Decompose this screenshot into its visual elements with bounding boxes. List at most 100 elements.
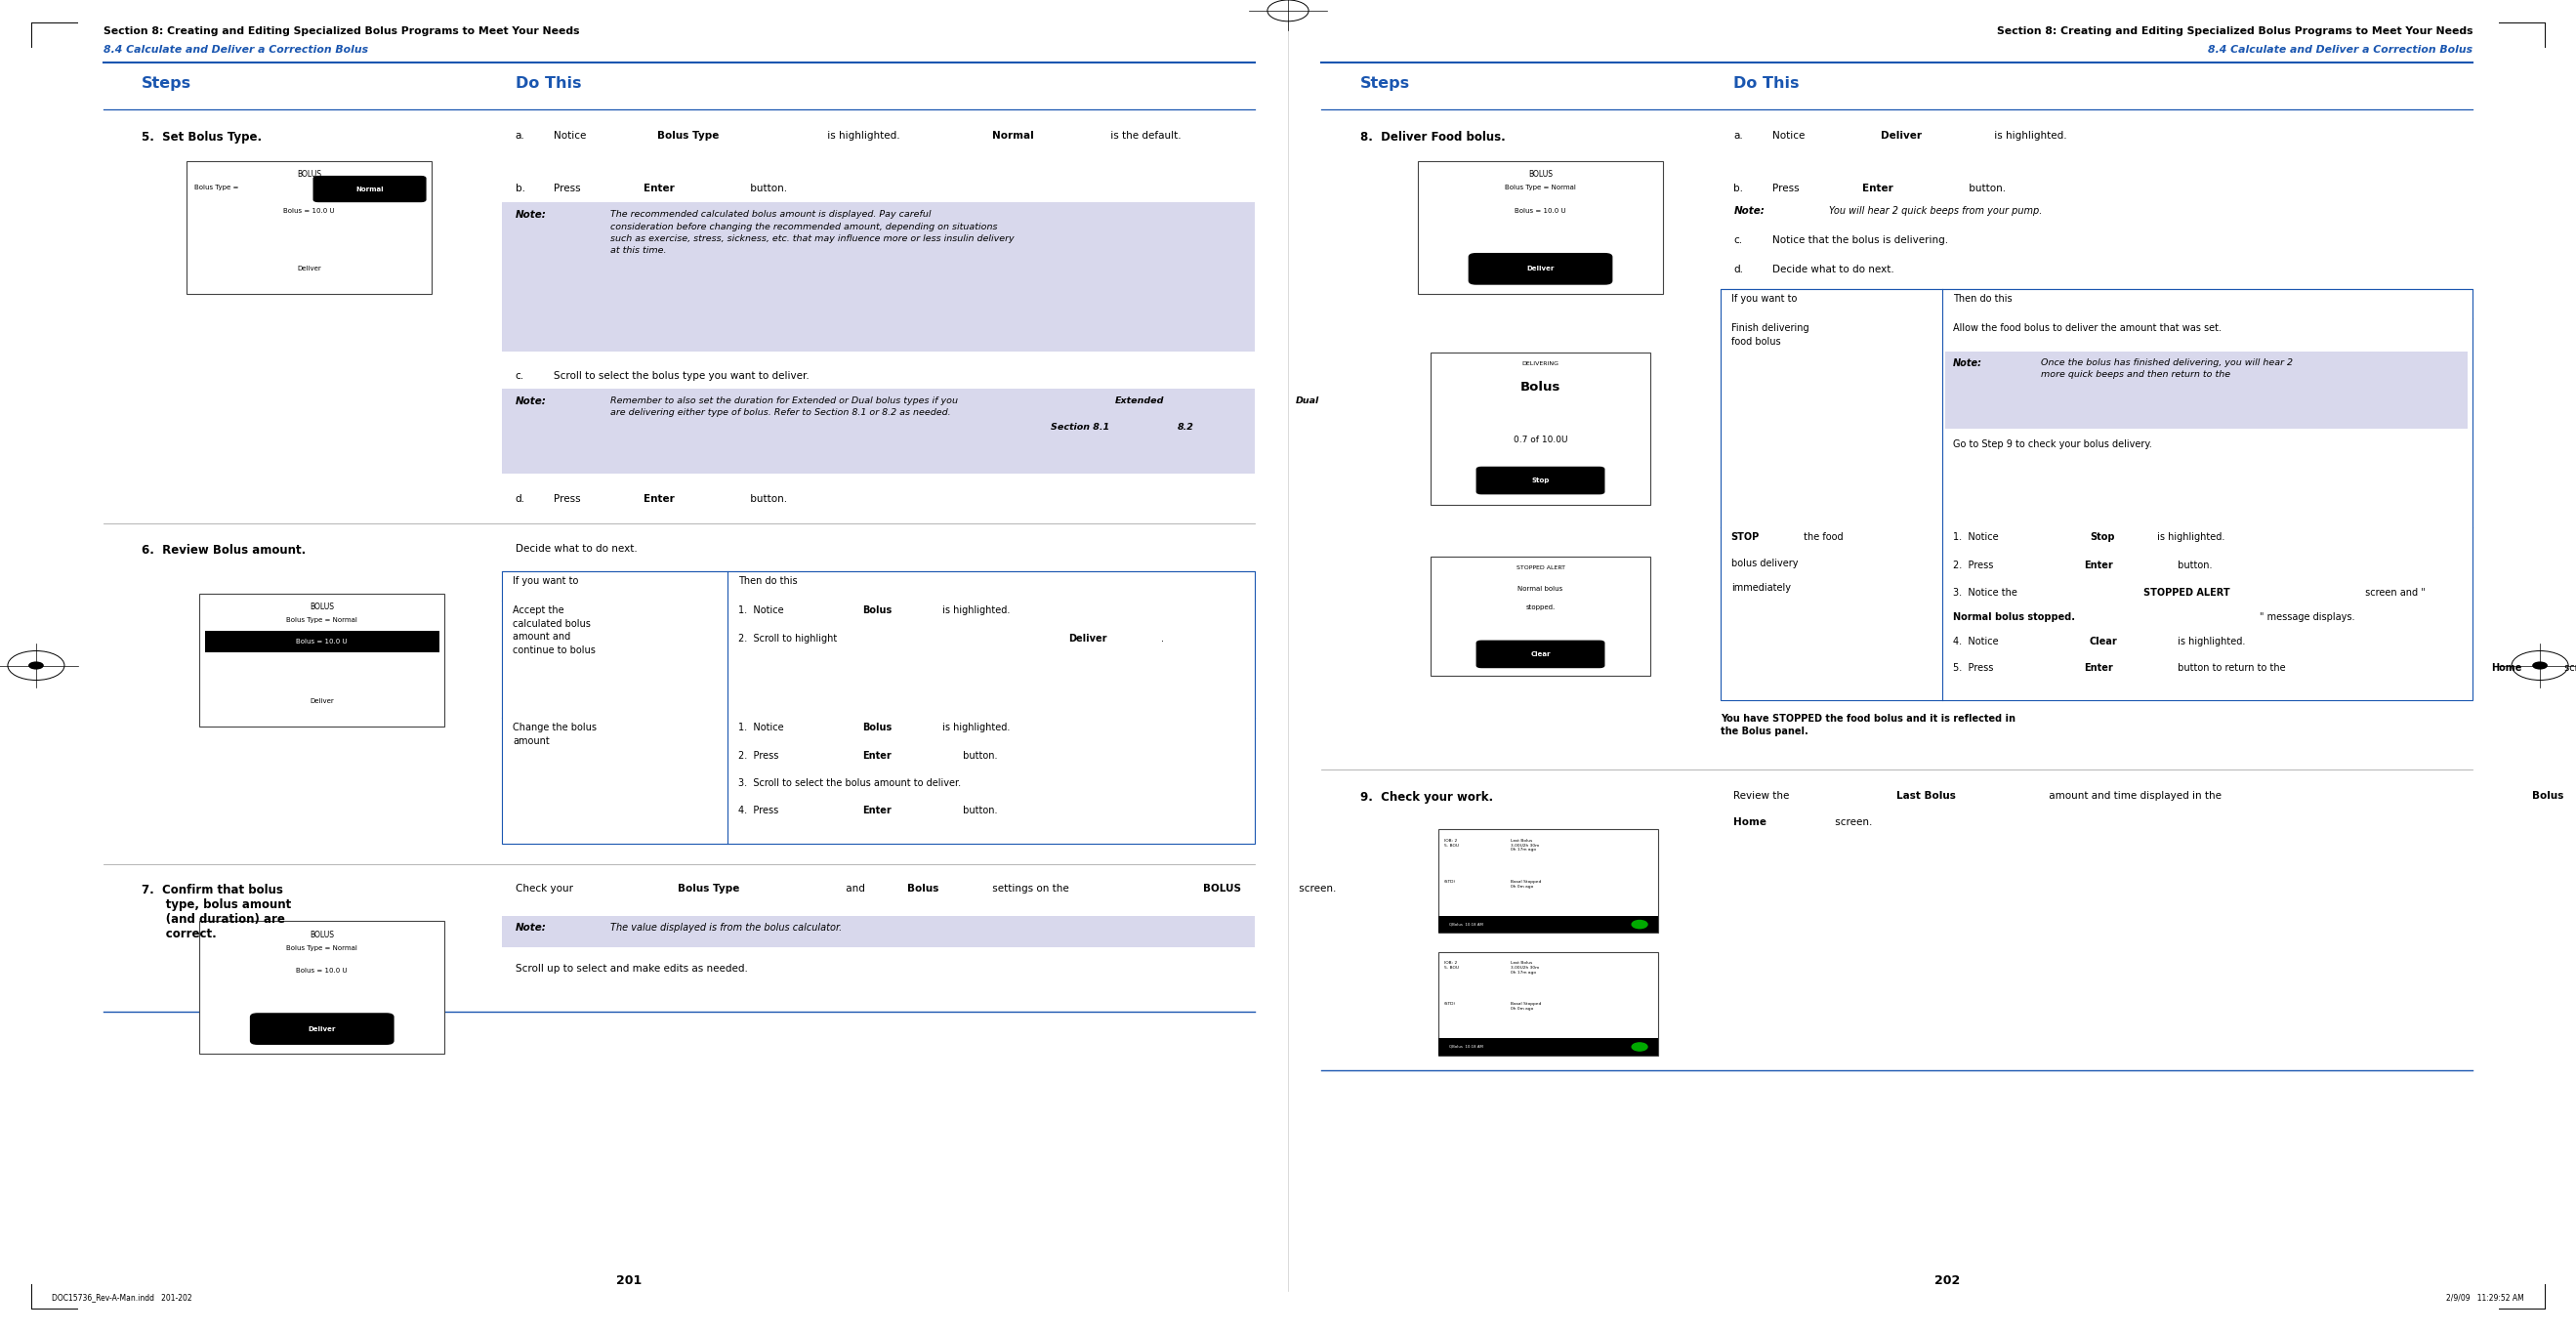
Text: Bolus = 10.0 U: Bolus = 10.0 U (283, 208, 335, 213)
Bar (1432, 556, 1649, 676)
Text: Bolus: Bolus (863, 723, 891, 732)
FancyBboxPatch shape (1468, 253, 1613, 285)
Text: Accept the
calculated bolus
amount and
continue to bolus: Accept the calculated bolus amount and c… (513, 606, 595, 655)
Text: Review the: Review the (1734, 791, 1793, 800)
Text: a.: a. (1734, 130, 1744, 140)
Text: c.: c. (515, 371, 523, 381)
Text: Bolus = 10.0 U: Bolus = 10.0 U (296, 639, 348, 644)
Text: Deliver: Deliver (309, 1026, 335, 1032)
Text: Normal: Normal (355, 186, 384, 192)
Text: 5.  Set Bolus Type.: 5. Set Bolus Type. (142, 130, 263, 144)
Text: 201: 201 (616, 1274, 641, 1287)
Text: 8.4 Calculate and Deliver a Correction Bolus: 8.4 Calculate and Deliver a Correction B… (103, 45, 368, 55)
Bar (502, 571, 1255, 844)
Text: Bolus: Bolus (907, 884, 938, 893)
Text: Section 8: Creating and Editing Specialized Bolus Programs to Meet Your Needs: Section 8: Creating and Editing Speciali… (1996, 27, 2473, 36)
Text: Scroll to select the bolus type you want to deliver.: Scroll to select the bolus type you want… (554, 371, 809, 381)
Text: Enter: Enter (2084, 663, 2112, 672)
Bar (1437, 829, 1659, 933)
Text: IOB: 2
5. BOU: IOB: 2 5. BOU (1443, 839, 1458, 848)
Text: Enter: Enter (644, 494, 675, 503)
Text: Enter: Enter (863, 751, 891, 760)
Text: amount and time displayed in the: amount and time displayed in the (2045, 791, 2223, 800)
Circle shape (2532, 662, 2548, 669)
Text: 3.  Notice the: 3. Notice the (1953, 588, 2020, 598)
Text: Steps: Steps (142, 76, 191, 91)
Circle shape (1633, 1044, 1649, 1051)
FancyBboxPatch shape (1476, 640, 1605, 668)
Bar (201, 921, 443, 1054)
Text: Enter: Enter (863, 805, 891, 815)
Text: Enter: Enter (1862, 184, 1893, 193)
Text: STOPPED ALERT: STOPPED ALERT (1517, 566, 1564, 571)
Circle shape (1633, 921, 1649, 929)
Text: STOP: STOP (1731, 532, 1759, 542)
Text: You will hear 2 quick beeps from your pump.: You will hear 2 quick beeps from your pu… (1829, 206, 2043, 216)
Text: button.: button. (1965, 184, 2007, 193)
Text: is highlighted.: is highlighted. (2174, 636, 2246, 646)
Text: c.: c. (1734, 236, 1741, 245)
Text: 6.  Review Bolus amount.: 6. Review Bolus amount. (142, 544, 307, 558)
Text: STOPPED ALERT: STOPPED ALERT (2143, 588, 2231, 598)
Text: 8.4 Calculate and Deliver a Correction Bolus: 8.4 Calculate and Deliver a Correction B… (2208, 45, 2473, 55)
Bar (1417, 161, 1664, 294)
Text: Extended: Extended (1115, 397, 1164, 406)
Text: Basal Stopped
0h 0m ago: Basal Stopped 0h 0m ago (1510, 1002, 1540, 1012)
Text: 2/9/09   11:29:52 AM: 2/9/09 11:29:52 AM (2447, 1294, 2524, 1302)
Text: (STD): (STD) (1443, 1002, 1455, 1006)
Text: is highlighted.: is highlighted. (2154, 532, 2226, 542)
Bar (1437, 952, 1659, 1055)
Text: immediately: immediately (1731, 583, 1790, 592)
Text: d.: d. (515, 494, 526, 503)
Text: Steps: Steps (1360, 76, 1409, 91)
Text: 1.  Notice: 1. Notice (739, 723, 786, 732)
Bar (502, 916, 1255, 948)
Text: Deliver: Deliver (1528, 266, 1553, 272)
Text: .: . (1162, 634, 1164, 643)
Text: Check your: Check your (515, 884, 577, 893)
FancyBboxPatch shape (250, 1013, 394, 1045)
Text: BOLUS: BOLUS (309, 603, 335, 612)
Text: 202: 202 (1935, 1274, 1960, 1287)
Text: QBolus  10:18 AM: QBolus 10:18 AM (1448, 922, 1484, 926)
Text: QBolus  10:18 AM: QBolus 10:18 AM (1448, 1045, 1484, 1049)
Text: Remember to also set the duration for Extended or Dual bolus types if you
are de: Remember to also set the duration for Ex… (611, 397, 958, 418)
Text: Scroll up to select and make edits as needed.: Scroll up to select and make edits as ne… (515, 964, 747, 973)
Bar (1437, 916, 1659, 933)
Text: Note:: Note: (515, 922, 546, 932)
Text: Note:: Note: (515, 397, 546, 406)
Text: Bolus Type = Normal: Bolus Type = Normal (286, 618, 358, 623)
Text: Finish delivering
food bolus: Finish delivering food bolus (1731, 323, 1808, 346)
Text: If you want to: If you want to (1731, 294, 1798, 303)
Bar (502, 389, 1255, 474)
Text: The recommended calculated bolus amount is displayed. Pay careful
consideration : The recommended calculated bolus amount … (611, 210, 1015, 254)
Text: Normal: Normal (992, 130, 1033, 140)
Text: Bolus Type: Bolus Type (657, 130, 719, 140)
Text: a.: a. (515, 130, 526, 140)
Text: is highlighted.: is highlighted. (940, 723, 1010, 732)
Text: 2.  Press: 2. Press (739, 751, 781, 760)
Text: Deliver: Deliver (1880, 130, 1922, 140)
Text: b.: b. (1734, 184, 1744, 193)
Text: DELIVERING: DELIVERING (1522, 362, 1558, 366)
Text: Once the bolus has finished delivering, you will hear 2
more quick beeps and the: Once the bolus has finished delivering, … (2040, 358, 2293, 379)
Text: Deliver: Deliver (309, 699, 335, 704)
Text: 3.  Scroll to select the bolus amount to deliver.: 3. Scroll to select the bolus amount to … (739, 779, 961, 788)
Text: " message displays.: " message displays. (2259, 612, 2354, 622)
Text: 9.  Check your work.: 9. Check your work. (1360, 791, 1494, 804)
Text: settings on the: settings on the (989, 884, 1072, 893)
Text: BOLUS: BOLUS (309, 930, 335, 940)
Text: Bolus: Bolus (2532, 791, 2563, 800)
Text: Note:: Note: (1953, 358, 1984, 367)
Text: IOB: 2
5. BOU: IOB: 2 5. BOU (1443, 961, 1458, 970)
Text: Allow the food bolus to deliver the amount that was set.: Allow the food bolus to deliver the amou… (1953, 323, 2221, 333)
Text: Do This: Do This (515, 76, 582, 91)
Text: Last Bolus
3.00U2h 30m
0h 17m ago: Last Bolus 3.00U2h 30m 0h 17m ago (1510, 961, 1540, 974)
Text: Bolus Type = Normal: Bolus Type = Normal (286, 945, 358, 950)
Text: Last Bolus
3.00U2h 30m
0h 17m ago: Last Bolus 3.00U2h 30m 0h 17m ago (1510, 839, 1540, 852)
Text: Section 8.1: Section 8.1 (1051, 423, 1110, 433)
Text: button.: button. (747, 494, 788, 503)
Bar (1437, 1038, 1659, 1055)
Text: 4.  Press: 4. Press (739, 805, 781, 815)
Text: Home: Home (2491, 663, 2522, 672)
